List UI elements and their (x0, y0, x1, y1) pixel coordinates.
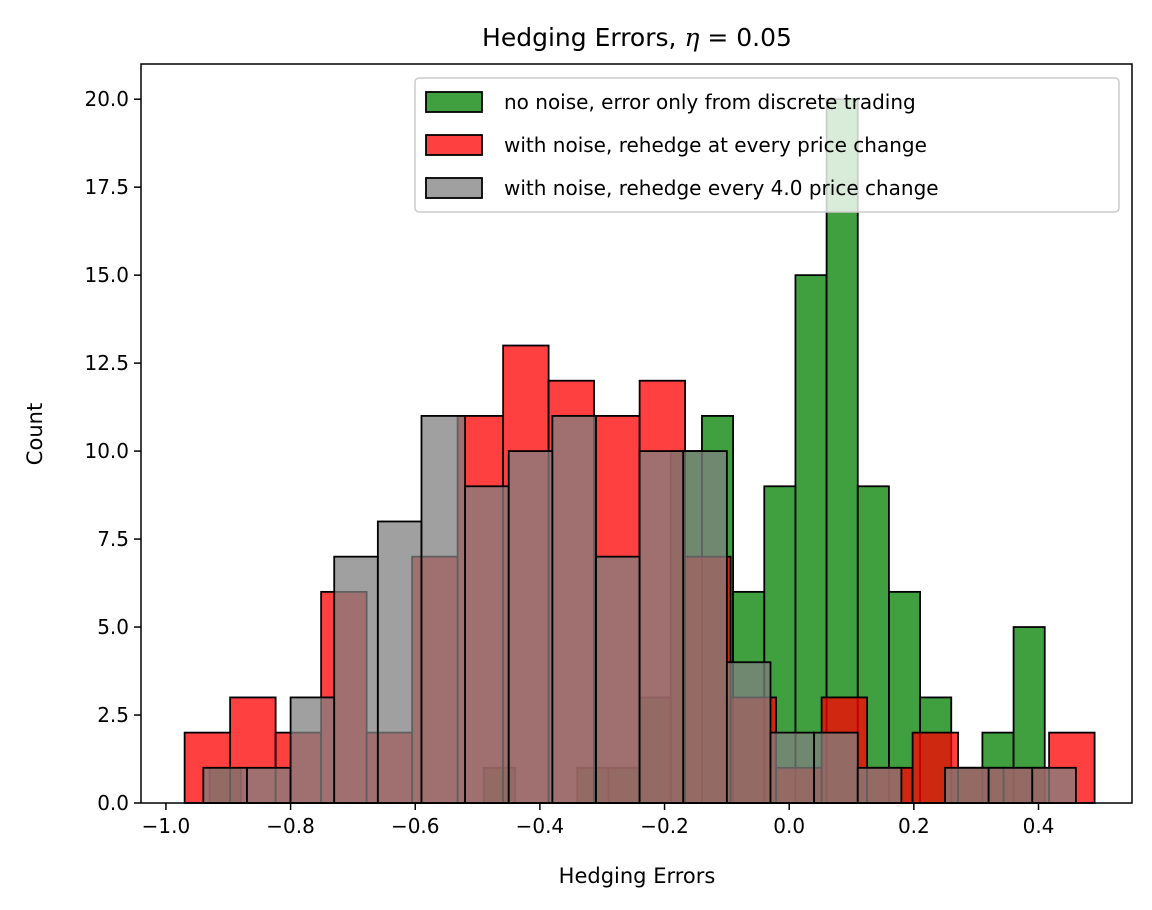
y-tick-label-0: 0.0 (97, 791, 129, 815)
series-2-bar-0 (202, 766, 248, 804)
x-axis-ticks: −1.0 −0.8 −0.6 −0.4 −0.2 0.0 0.2 0.4 (142, 803, 1055, 838)
y-tick-label-5: 12.5 (84, 351, 129, 375)
title-prefix: Hedging Errors, (482, 23, 684, 52)
series-2-bar-11 (682, 450, 728, 804)
y-tick-label-7: 17.5 (84, 175, 129, 199)
legend: no noise, error only from discrete tradi… (414, 77, 1120, 213)
series-2-bar-9 (595, 555, 641, 804)
legend-swatch-2 (425, 177, 483, 199)
legend-frame (414, 77, 1120, 213)
series-2-bars (202, 415, 1077, 804)
legend-label-2: with noise, rehedge every 4.0 price chan… (504, 176, 939, 200)
title-suffix: = 0.05 (699, 23, 792, 52)
series-2-bar-5 (420, 415, 467, 804)
legend-label-1: with noise, rehedge at every price chang… (504, 133, 927, 157)
x-tick-label-6: 0.2 (898, 814, 930, 838)
series-2-bar-12 (725, 661, 772, 804)
x-tick-label-0: −1.0 (142, 814, 191, 838)
plot-frame (140, 63, 1133, 804)
y-tick-label-8: 20.0 (84, 87, 129, 111)
series-2-bar-17 (944, 766, 990, 804)
x-tick-label-3: −0.4 (516, 814, 565, 838)
legend-label-0: no noise, error only from discrete tradi… (504, 90, 916, 114)
y-tick-label-1: 2.5 (97, 703, 129, 727)
y-tick-label-2: 5.0 (97, 615, 129, 639)
series-2-bar-14 (813, 731, 859, 804)
series-2-bar-10 (638, 450, 685, 804)
y-tick-label-3: 7.5 (97, 527, 129, 551)
series-2-bar-2 (289, 696, 336, 804)
series-2-bar-1 (246, 766, 292, 804)
x-tick-label-2: −0.6 (391, 814, 440, 838)
series-2-bar-8 (551, 415, 597, 804)
series-2-bar-13 (769, 731, 816, 804)
x-tick-label-5: 0.0 (773, 814, 805, 838)
y-axis-label: Count (23, 403, 47, 465)
histogram-bars (183, 98, 1096, 804)
legend-items: no noise, error only from discrete tradi… (425, 90, 939, 200)
y-axis-ticks: 0.0 2.5 5.0 7.5 10.0 12.5 15.0 17.5 20.0 (84, 87, 141, 815)
series-2-bar-4 (376, 520, 423, 804)
series-2-bar-15 (856, 766, 903, 804)
x-axis-label: Hedging Errors (559, 864, 716, 888)
y-tick-label-6: 15.0 (84, 263, 129, 287)
series-2-bar-19 (1031, 766, 1077, 804)
legend-swatch-1 (425, 134, 483, 156)
x-tick-label-1: −0.8 (266, 814, 315, 838)
series-2-bar-7 (507, 450, 554, 804)
chart-title: Hedging Errors, η = 0.05 (482, 23, 792, 52)
title-eta-symbol: η (684, 23, 699, 52)
x-tick-label-4: −0.2 (640, 814, 689, 838)
legend-swatch-0 (425, 91, 483, 113)
y-tick-label-4: 10.0 (84, 439, 129, 463)
x-tick-label-7: 0.4 (1023, 814, 1055, 838)
series-2-bar-18 (987, 766, 1034, 804)
series-2-bar-6 (464, 485, 510, 804)
series-2-bar-3 (333, 555, 379, 804)
